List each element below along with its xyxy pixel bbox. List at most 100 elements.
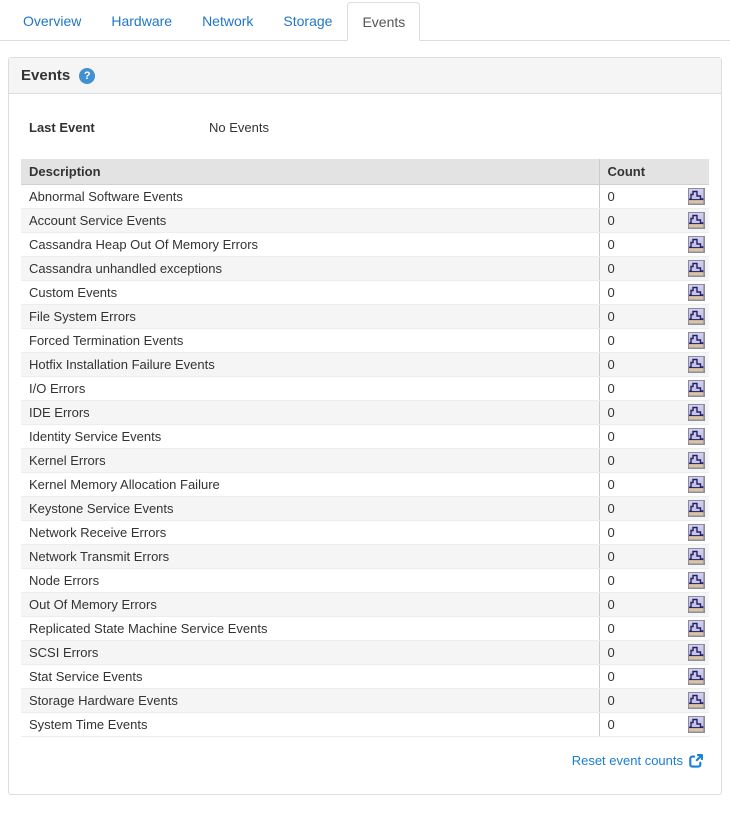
chart-button[interactable] <box>688 452 705 469</box>
event-description: Identity Service Events <box>21 424 599 449</box>
chart-icon <box>688 236 705 253</box>
table-row: Storage Hardware Events 0 <box>21 688 709 713</box>
tab-overview[interactable]: Overview <box>23 13 82 29</box>
chart-button[interactable] <box>688 548 705 565</box>
chart-icon <box>688 692 705 709</box>
chart-button[interactable] <box>688 260 705 277</box>
event-count: 0 <box>607 525 615 540</box>
chart-button[interactable] <box>688 236 705 253</box>
event-count: 0 <box>607 597 615 612</box>
chart-button[interactable] <box>688 188 705 205</box>
event-count: 0 <box>607 573 615 588</box>
event-description: File System Errors <box>21 304 599 329</box>
event-description: Kernel Memory Allocation Failure <box>21 472 599 497</box>
tab-hardware[interactable]: Hardware <box>111 13 173 29</box>
event-description: Out Of Memory Errors <box>21 592 599 617</box>
event-description: Network Receive Errors <box>21 520 599 545</box>
table-row: SCSI Errors 0 <box>21 640 709 665</box>
table-row: Network Receive Errors 0 <box>21 520 709 545</box>
chart-button[interactable] <box>688 692 705 709</box>
event-description: Replicated State Machine Service Events <box>21 616 599 641</box>
event-description: SCSI Errors <box>21 640 599 665</box>
reset-event-counts-link[interactable]: Reset event counts <box>572 753 703 768</box>
tab-events[interactable]: Events <box>347 2 421 41</box>
chart-button[interactable] <box>688 332 705 349</box>
event-description: Stat Service Events <box>21 664 599 689</box>
tab-bar: Overview Hardware Network Storage Events <box>0 0 730 41</box>
chart-icon <box>688 188 705 205</box>
events-panel-heading: Events ? <box>9 58 721 94</box>
chart-icon <box>688 404 705 421</box>
table-row: Keystone Service Events 0 <box>21 496 709 521</box>
last-event-row: Last Event No Events <box>29 120 701 135</box>
chart-button[interactable] <box>688 668 705 685</box>
chart-button[interactable] <box>688 524 705 541</box>
event-description: Keystone Service Events <box>21 496 599 521</box>
help-icon[interactable]: ? <box>79 67 96 84</box>
table-row: Out Of Memory Errors 0 <box>21 592 709 617</box>
chart-icon <box>688 260 705 277</box>
chart-button[interactable] <box>688 212 705 229</box>
event-count: 0 <box>607 549 615 564</box>
event-count: 0 <box>607 213 615 228</box>
event-description: Account Service Events <box>21 208 599 233</box>
chart-icon <box>688 212 705 229</box>
chart-icon <box>688 332 705 349</box>
column-header-count: Count <box>598 159 709 185</box>
chart-button[interactable] <box>688 308 705 325</box>
table-row: Cassandra Heap Out Of Memory Errors 0 <box>21 232 709 257</box>
chart-icon <box>688 476 705 493</box>
panel-title: Events <box>21 67 71 84</box>
tab-network[interactable]: Network <box>202 13 254 29</box>
table-row: Identity Service Events 0 <box>21 424 709 449</box>
chart-button[interactable] <box>688 404 705 421</box>
event-count: 0 <box>607 645 615 660</box>
table-row: File System Errors 0 <box>21 304 709 329</box>
event-description: Node Errors <box>21 568 599 593</box>
event-count: 0 <box>607 669 615 684</box>
table-row: Custom Events 0 <box>21 280 709 305</box>
event-count: 0 <box>607 477 615 492</box>
chart-button[interactable] <box>688 356 705 373</box>
chart-button[interactable] <box>688 428 705 445</box>
table-row: Cassandra unhandled exceptions 0 <box>21 256 709 281</box>
event-count: 0 <box>607 309 615 324</box>
tab-storage[interactable]: Storage <box>283 13 333 29</box>
event-description: Abnormal Software Events <box>21 184 599 209</box>
event-description: Kernel Errors <box>21 448 599 473</box>
chart-button[interactable] <box>688 284 705 301</box>
chart-icon <box>688 500 705 517</box>
event-description: Storage Hardware Events <box>21 688 599 713</box>
chart-button[interactable] <box>688 476 705 493</box>
chart-icon <box>688 668 705 685</box>
event-count: 0 <box>607 405 615 420</box>
event-count: 0 <box>607 621 615 636</box>
chart-button[interactable] <box>688 380 705 397</box>
chart-button[interactable] <box>688 644 705 661</box>
event-count: 0 <box>607 237 615 252</box>
chart-button[interactable] <box>688 572 705 589</box>
table-row: Account Service Events 0 <box>21 208 709 233</box>
column-header-description: Description <box>21 159 599 185</box>
chart-icon <box>688 644 705 661</box>
table-row: Stat Service Events 0 <box>21 664 709 689</box>
chart-button[interactable] <box>688 596 705 613</box>
panel-footer: Reset event counts <box>21 737 709 782</box>
chart-icon <box>688 428 705 445</box>
chart-icon <box>688 524 705 541</box>
event-description: Custom Events <box>21 280 599 305</box>
reset-event-counts-label: Reset event counts <box>571 753 683 768</box>
chart-button[interactable] <box>688 500 705 517</box>
event-count: 0 <box>607 381 615 396</box>
table-row: System Time Events 0 <box>21 712 709 737</box>
table-row: IDE Errors 0 <box>21 400 709 425</box>
event-count: 0 <box>607 189 615 204</box>
chart-button[interactable] <box>688 716 705 733</box>
event-count: 0 <box>607 693 615 708</box>
chart-icon <box>688 380 705 397</box>
event-count: 0 <box>607 357 615 372</box>
event-description: Cassandra Heap Out Of Memory Errors <box>21 232 599 257</box>
chart-button[interactable] <box>688 620 705 637</box>
chart-icon <box>688 596 705 613</box>
events-table-header-row: Description Count <box>21 159 709 185</box>
